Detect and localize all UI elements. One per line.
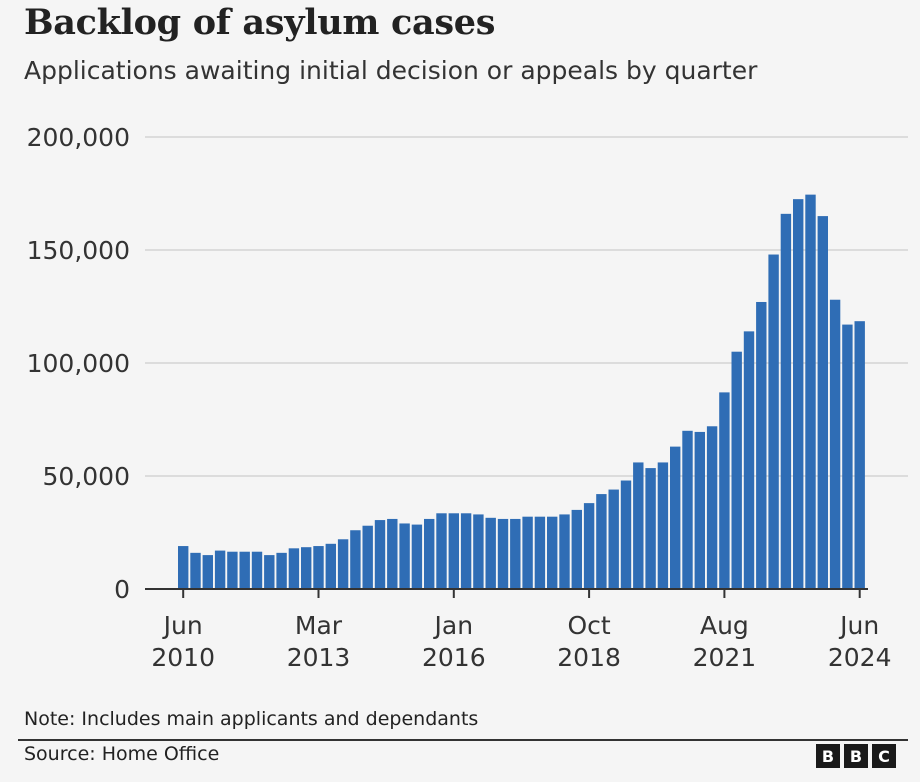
bar [596,494,607,589]
bar [190,552,201,589]
x-tick-label-year: 2021 [693,643,757,672]
bar [780,213,792,589]
bar [719,392,730,589]
bar [448,513,459,589]
x-tick-label-month: Jun [162,611,203,640]
bar [227,551,238,589]
bar [571,509,582,589]
y-axis-tick-labels: 0 50,000 100,000 150,000 200,000 [27,123,130,604]
bar [387,518,398,589]
bar [239,551,250,589]
bar [350,530,361,589]
bar [510,518,521,589]
x-tick-label-year: 2013 [287,643,351,672]
bar [817,216,828,589]
bar [645,468,656,589]
bar [251,551,263,589]
y-tick-label: 0 [114,575,130,604]
y-tick-label: 50,000 [43,462,130,491]
x-tick-label-month: Oct [567,611,610,640]
bar [670,446,681,589]
bbc-logo-letter: B [844,744,868,768]
bar [756,301,767,589]
bar [264,555,275,589]
bar [460,513,472,589]
bar [178,546,189,589]
bar [583,503,595,589]
bar [374,520,386,589]
bar [399,523,410,589]
bar-chart: 0 50,000 100,000 150,000 200,000 Jun 2010 Mar 2… [27,123,908,672]
bar [497,518,509,589]
bar [633,462,644,589]
bar [411,524,423,589]
x-tick-label-year: 2010 [151,643,215,672]
bar [424,518,435,589]
x-tick-label-month: Jan [433,611,474,640]
bar [620,480,632,589]
x-axis-tick-labels: Jun 2010 Mar 2013 Jan 2016 Oct 2018 Aug 2021 Jun 20… [151,611,891,672]
bar [829,299,841,589]
bar [559,514,570,589]
bar [325,543,336,589]
bar [682,430,693,589]
chart-subtitle: Applications awaiting initial decision o… [24,56,758,85]
bar [485,517,496,589]
x-tick-label-year: 2018 [557,643,621,672]
y-tick-label: 150,000 [27,236,130,265]
bar [608,489,619,589]
bar [301,547,312,589]
x-axis [145,588,868,598]
bar [202,555,213,589]
chart-note: Note: Includes main applicants and depen… [24,708,479,730]
bar [362,525,373,589]
bar [694,431,705,589]
bar [805,194,816,589]
bbc-logo-letter: C [872,744,896,768]
bar [706,426,718,589]
x-tick-label-month: Aug [700,611,749,640]
x-tick-label-year: 2016 [422,643,486,672]
bar [276,552,287,589]
bar [842,324,853,589]
y-tick-label: 100,000 [27,349,130,378]
chart-title: Backlog of asylum cases [24,2,496,43]
bar [214,550,226,589]
bar [473,514,484,589]
chart-source: Source: Home Office [24,743,220,765]
bar [743,331,755,589]
bar [793,199,804,589]
x-tick-label-month: Jun [838,611,879,640]
x-tick-label-month: Mar [295,611,343,640]
bar [547,516,558,589]
footer-divider [18,739,908,741]
bar [768,254,779,589]
bar [534,516,546,589]
bar [337,539,349,589]
bar [522,516,533,589]
bbc-logo-letter: B [816,744,840,768]
y-tick-label: 200,000 [27,123,130,152]
bar [854,321,865,589]
bar [313,546,324,589]
bars [178,194,865,589]
bar [436,513,447,589]
x-tick-label-year: 2024 [828,643,892,672]
bar [657,462,669,589]
bar [288,548,300,589]
bar [731,351,742,589]
bbc-logo: B B C [816,744,896,768]
